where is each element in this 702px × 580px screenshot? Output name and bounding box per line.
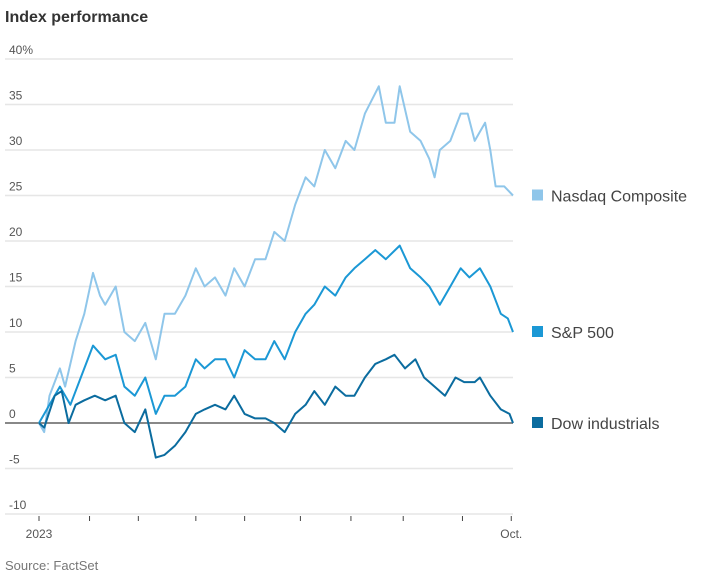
series-line-dow-industrials [38, 353, 514, 459]
chart-title: Index performance [5, 9, 148, 26]
y-tick-label: 30 [9, 134, 23, 148]
legend-label: S&P 500 [551, 325, 614, 342]
series-lines [38, 85, 514, 459]
y-tick-label: 25 [9, 180, 23, 194]
legend-label: Nasdaq Composite [551, 189, 687, 206]
series-line-nasdaq-composite [38, 85, 514, 434]
x-tick-label: 2023 [26, 527, 53, 541]
y-tick-label: -10 [9, 498, 27, 512]
legend: Nasdaq Composite S&P 500 Dow industrials [532, 189, 687, 433]
source-note: Source: FactSet [5, 558, 99, 573]
y-tick-label: 40% [9, 43, 33, 57]
series-line-s-p-500 [38, 244, 514, 424]
legend-swatch [532, 326, 543, 337]
legend-swatch [532, 189, 543, 201]
y-tick-label: 5 [9, 362, 16, 376]
x-axis: 2023 Oct. [26, 516, 522, 541]
y-tick-label: 20 [9, 225, 23, 239]
y-tick-label: 35 [9, 89, 23, 103]
x-tick-label: Oct. [500, 527, 522, 541]
y-axis: 40% 35 30 25 20 15 10 5 0 -5 -10 [9, 43, 33, 512]
legend-swatch [532, 417, 543, 428]
legend-label: Dow industrials [551, 416, 659, 433]
y-tick-label: 15 [9, 271, 23, 285]
y-tick-label: 10 [9, 316, 23, 330]
y-tick-label: -5 [9, 453, 20, 467]
gridlines [5, 58, 513, 515]
y-tick-label: 0 [9, 407, 16, 421]
